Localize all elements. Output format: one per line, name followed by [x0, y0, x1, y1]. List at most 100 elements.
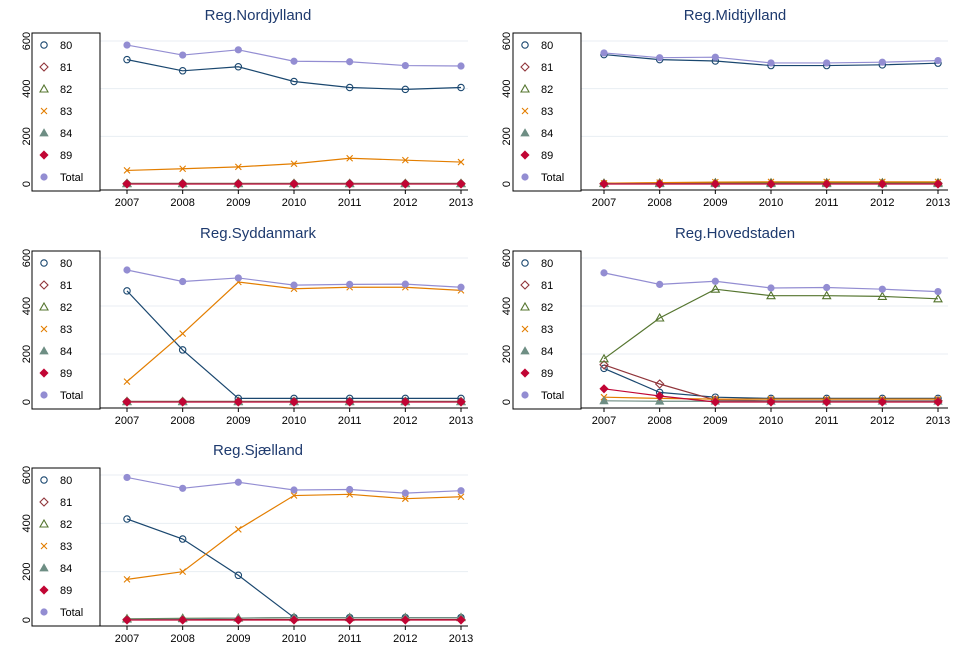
legend-label: 84: [60, 346, 72, 358]
x-tick-label: 2010: [282, 415, 306, 427]
data-point: [768, 285, 774, 291]
x-tick-label: 2008: [647, 197, 671, 209]
x-tick-label: 2008: [170, 197, 194, 209]
data-point: [656, 281, 662, 287]
series-89: [123, 398, 465, 406]
data-point: [124, 379, 130, 385]
legend-label: 83: [60, 324, 72, 336]
legend-label: 89: [60, 368, 72, 380]
data-point: [458, 63, 464, 69]
data-point: [402, 281, 408, 287]
data-point: [346, 486, 352, 492]
data-point: [346, 281, 352, 287]
legend-label: 89: [60, 585, 72, 597]
x-tick-label: 2013: [449, 633, 473, 645]
legend-label: 82: [60, 519, 72, 531]
y-tick-label: 400: [21, 514, 33, 532]
chart-title: Reg.Hovedstaden: [675, 225, 795, 242]
x-tick-label: 2011: [338, 633, 362, 645]
x-tick-label: 2007: [115, 633, 139, 645]
series-Total: [124, 267, 464, 291]
data-point: [179, 278, 185, 284]
legend-label: 80: [541, 258, 553, 270]
legend-marker: [522, 392, 528, 398]
data-point: [601, 270, 607, 276]
legend-label: 82: [60, 302, 72, 314]
data-point: [291, 282, 297, 288]
legend-marker: [522, 174, 528, 180]
series-89: [600, 180, 942, 188]
x-tick-label: 2007: [115, 197, 139, 209]
x-tick-label: 2012: [393, 197, 417, 209]
y-tick-label: 0: [501, 181, 513, 187]
series-line: [604, 368, 938, 398]
data-point: [600, 385, 608, 393]
data-point: [179, 485, 185, 491]
x-tick-label: 2008: [170, 415, 194, 427]
x-tick-label: 2010: [759, 197, 783, 209]
data-point: [235, 526, 241, 532]
series-line: [604, 289, 938, 359]
legend-marker: [41, 392, 47, 398]
data-point: [458, 488, 464, 494]
x-tick-label: 2009: [226, 415, 250, 427]
y-tick-label: 0: [501, 399, 513, 405]
legend-label: Total: [60, 390, 83, 402]
x-tick-label: 2009: [703, 197, 727, 209]
y-tick-label: 600: [501, 249, 513, 267]
data-point: [935, 57, 941, 63]
y-tick-label: 400: [501, 79, 513, 97]
data-point: [180, 331, 186, 337]
legend-label: 84: [60, 128, 72, 140]
data-point: [768, 60, 774, 66]
chart-title: Reg.Midtjylland: [684, 7, 787, 24]
legend-label: 83: [541, 324, 553, 336]
y-tick-label: 0: [21, 617, 33, 623]
data-point: [124, 267, 130, 273]
legend-label: 84: [60, 563, 72, 575]
legend-label: 82: [541, 302, 553, 314]
x-tick-label: 2012: [870, 415, 894, 427]
x-tick-label: 2013: [449, 415, 473, 427]
y-tick-label: 400: [501, 297, 513, 315]
x-tick-label: 2012: [393, 415, 417, 427]
y-tick-label: 200: [21, 127, 33, 145]
data-point: [235, 47, 241, 53]
chart-title: Reg.Syddanmark: [200, 225, 316, 242]
data-point: [402, 490, 408, 496]
legend-label: 81: [60, 62, 72, 74]
legend-label: 89: [60, 150, 72, 162]
x-tick-label: 2009: [226, 197, 250, 209]
legend-label: 83: [541, 106, 553, 118]
chart-title: Reg.Sjælland: [213, 442, 303, 459]
data-point: [823, 60, 829, 66]
legend-label: Total: [60, 172, 83, 184]
data-point: [291, 58, 297, 64]
x-tick-label: 2009: [226, 633, 250, 645]
x-tick-label: 2008: [170, 633, 194, 645]
legend-label: 80: [541, 40, 553, 52]
y-tick-label: 200: [21, 562, 33, 580]
y-tick-label: 0: [21, 181, 33, 187]
x-tick-label: 2007: [592, 415, 616, 427]
legend-label: 84: [541, 346, 553, 358]
x-tick-label: 2012: [393, 633, 417, 645]
x-tick-label: 2011: [338, 415, 362, 427]
legend-label: 81: [541, 62, 553, 74]
data-point: [879, 59, 885, 65]
data-point: [823, 284, 829, 290]
y-tick-label: 200: [21, 345, 33, 363]
x-tick-label: 2007: [592, 197, 616, 209]
data-point: [879, 286, 885, 292]
data-point: [402, 62, 408, 68]
data-point: [179, 616, 187, 624]
y-tick-label: 600: [501, 32, 513, 50]
y-tick-label: 200: [501, 345, 513, 363]
legend-label: 82: [60, 84, 72, 96]
